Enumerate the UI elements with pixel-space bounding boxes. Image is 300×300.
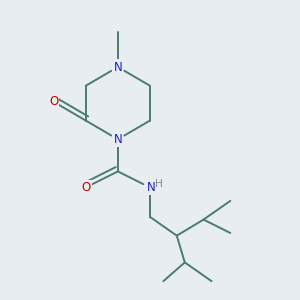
Text: N: N	[147, 181, 156, 194]
Text: O: O	[49, 95, 58, 108]
Text: N: N	[113, 61, 122, 74]
Text: H: H	[155, 179, 163, 189]
Text: N: N	[113, 133, 122, 146]
Text: O: O	[81, 181, 90, 194]
